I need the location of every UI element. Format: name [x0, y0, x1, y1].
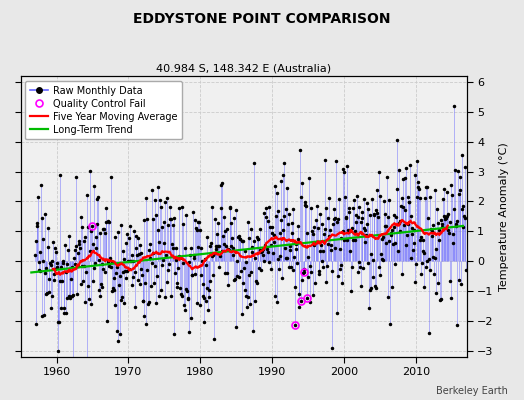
Legend: Raw Monthly Data, Quality Control Fail, Five Year Moving Average, Long-Term Tren: Raw Monthly Data, Quality Control Fail, …: [26, 81, 182, 140]
Title: 40.984 S, 148.342 E (Australia): 40.984 S, 148.342 E (Australia): [156, 64, 331, 74]
Y-axis label: Temperature Anomaly (°C): Temperature Anomaly (°C): [499, 142, 509, 291]
Text: Berkeley Earth: Berkeley Earth: [436, 386, 508, 396]
Text: EDDYSTONE POINT COMPARISON: EDDYSTONE POINT COMPARISON: [133, 12, 391, 26]
